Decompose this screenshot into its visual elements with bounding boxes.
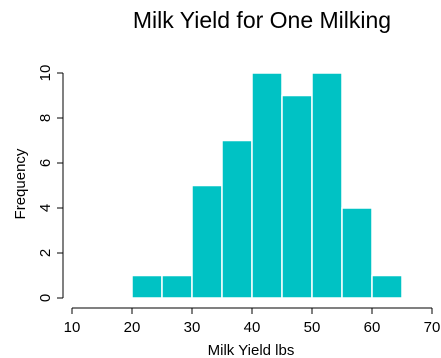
- x-tick-label: 60: [364, 319, 381, 336]
- histogram-bar-30-35: [191, 184, 223, 299]
- y-tick-label: 8: [37, 114, 54, 122]
- histogram-bar-40-45: [251, 72, 283, 299]
- y-tick-label: 0: [37, 294, 54, 302]
- histogram-bar-45-50: [281, 94, 313, 299]
- x-tick-label: 10: [64, 319, 81, 336]
- x-tick-label: 40: [244, 319, 261, 336]
- histogram-bar-35-40: [221, 139, 253, 299]
- y-tick-label: 6: [37, 159, 54, 167]
- x-tick-label: 70: [424, 319, 441, 336]
- histogram-bar-55-60: [341, 207, 373, 299]
- y-tick-label: 2: [37, 249, 54, 257]
- x-tick-label: 50: [304, 319, 321, 336]
- y-axis-label: Frequency: [12, 148, 29, 219]
- chart-title: Milk Yield for One Milking: [133, 7, 391, 33]
- x-tick-label: 30: [184, 319, 201, 336]
- y-tick-label: 10: [37, 65, 54, 82]
- histogram-bar-50-55: [311, 72, 343, 299]
- y-axis: 0 2 4 6 8 10: [37, 65, 64, 302]
- histogram-bar-25-30: [161, 274, 193, 299]
- histogram-bar-20-25: [131, 274, 163, 299]
- x-axis-label: Milk Yield lbs: [208, 342, 295, 358]
- histogram-bar-60-65: [371, 274, 403, 299]
- x-tick-label: 20: [124, 319, 141, 336]
- y-tick-label: 4: [37, 204, 54, 212]
- x-axis: 10 20 30 40 50 60 70: [64, 307, 441, 336]
- bars-layer: [131, 72, 403, 299]
